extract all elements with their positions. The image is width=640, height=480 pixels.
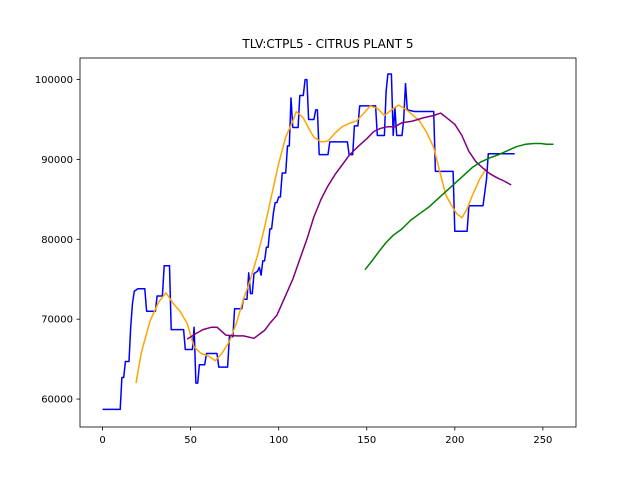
- x-tick-label: 250: [533, 435, 552, 446]
- y-tick-label: 80000: [41, 235, 73, 246]
- y-tick-label: 60000: [41, 395, 73, 406]
- x-tick-label: 0: [99, 435, 105, 446]
- series-line-4: [364, 142, 554, 271]
- y-tick-label: 100000: [35, 75, 73, 86]
- series-line-2: [135, 104, 488, 384]
- x-tick-label: 150: [357, 435, 376, 446]
- y-tick-label: 90000: [41, 155, 73, 166]
- chart-title: TLV:CTPL5 - CITRUS PLANT 5: [241, 37, 413, 51]
- x-tick-label: 50: [184, 435, 197, 446]
- x-tick-label: 200: [445, 435, 464, 446]
- y-tick-label: 70000: [41, 315, 73, 326]
- x-tick-label: 100: [269, 435, 288, 446]
- series-line-3: [186, 112, 512, 340]
- plot-area: 0 50 100 150 200 250 60000 70000 80000 90000 10000…: [35, 57, 577, 446]
- axes-frame: [79, 57, 577, 428]
